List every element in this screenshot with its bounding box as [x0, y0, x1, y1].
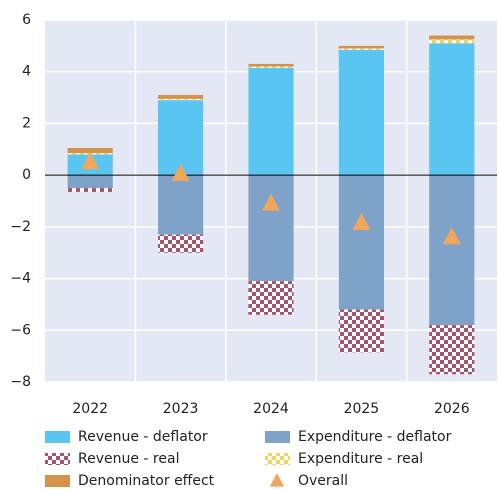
- bar-segment: [429, 35, 475, 40]
- y-tick-label: −8: [10, 374, 31, 390]
- legend-label: Denominator effect: [78, 473, 215, 489]
- legend-label: Expenditure - deflator: [298, 429, 452, 445]
- bar-segment: [67, 147, 113, 154]
- marker: [171, 163, 190, 181]
- bar-segment: [158, 175, 204, 235]
- legend-swatch: [265, 431, 290, 443]
- bar-segment: [248, 281, 294, 315]
- bar-segment: [248, 175, 294, 282]
- bar-segment: [429, 175, 475, 326]
- bar-segment: [248, 63, 294, 67]
- y-tick-label: −6: [10, 322, 31, 338]
- bar-segment: [338, 48, 384, 50]
- bar-segment: [67, 188, 113, 192]
- bar-segment: [338, 309, 384, 353]
- x-tick-label: 2023: [163, 401, 199, 417]
- marker: [262, 193, 280, 211]
- y-tick-label: −4: [10, 271, 31, 287]
- legend-marker: [269, 473, 285, 487]
- y-tick-label: 2: [22, 115, 31, 131]
- legend-label: Expenditure - real: [298, 451, 423, 467]
- bar-segment: [158, 98, 204, 101]
- marker: [442, 227, 461, 245]
- bar-segment: [429, 43, 475, 176]
- bar-segment: [338, 49, 384, 176]
- x-tick-label: 2024: [253, 401, 289, 417]
- bar-segment: [158, 234, 204, 253]
- marker: [352, 212, 371, 230]
- legend-swatch: [265, 453, 290, 465]
- marker: [81, 152, 100, 170]
- legend-swatch: [45, 431, 70, 443]
- x-tick-label: 2026: [434, 401, 470, 417]
- bar-segment: [248, 66, 294, 68]
- bar-segment: [158, 100, 204, 176]
- legend-label: Revenue - real: [78, 451, 179, 467]
- legend-swatch: [45, 453, 70, 465]
- legend-label: Overall: [298, 473, 348, 489]
- bar-segment: [158, 94, 204, 99]
- bar-segment: [429, 325, 475, 375]
- y-tick-label: 0: [22, 167, 31, 183]
- x-tick-label: 2025: [344, 401, 380, 417]
- bar-segment: [429, 39, 475, 44]
- y-tick-label: 4: [22, 64, 31, 80]
- bar-segment: [338, 45, 384, 49]
- y-tick-label: −2: [10, 219, 31, 235]
- bar-segment: [67, 175, 113, 189]
- y-tick-label: 6: [22, 12, 31, 28]
- bar-segment: [248, 67, 294, 176]
- x-tick-label: 2022: [72, 401, 108, 417]
- bar-segment: [338, 175, 384, 310]
- legend-label: Revenue - deflator: [78, 429, 208, 445]
- legend-swatch: [45, 475, 70, 487]
